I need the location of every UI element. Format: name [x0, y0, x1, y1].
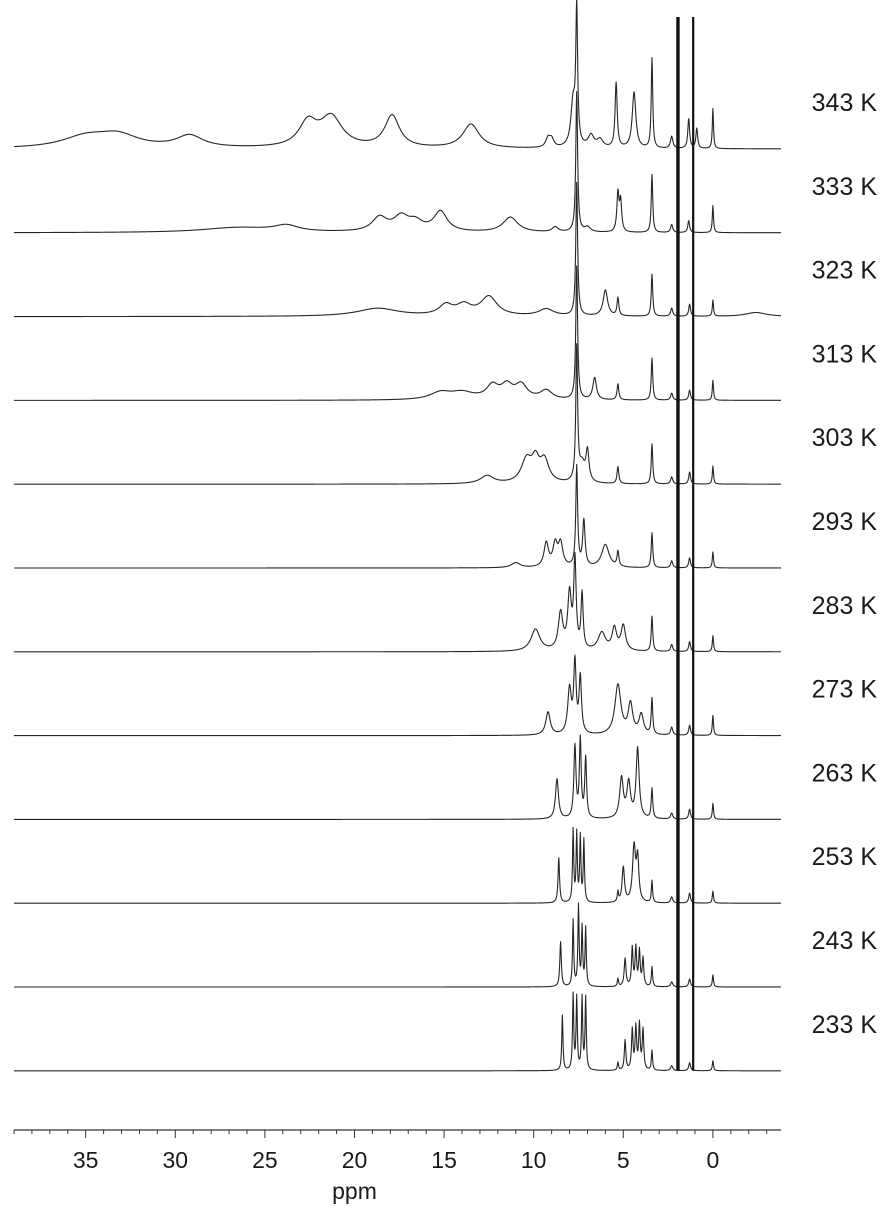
temperature-label: 253 K	[812, 843, 878, 871]
temperature-label: 243 K	[812, 927, 878, 955]
temperature-label: 283 K	[812, 592, 878, 620]
spectrum-trace-333k	[13, 91, 782, 234]
x-axis-tick-label: 25	[252, 1147, 278, 1173]
spectrum-trace-233k	[13, 991, 782, 1072]
x-axis-tick-label: 5	[617, 1147, 630, 1173]
temperature-labels: 343 K 333 K 323 K 313 K 303 K 293 K 283 K 273 K…	[812, 89, 878, 1039]
spectrum-trace-243k	[13, 902, 782, 988]
x-axis-tick-label: 30	[162, 1147, 188, 1173]
spectrum-trace-303k	[13, 343, 782, 485]
x-axis-tick-labels: 35 30 25 20 15 10 5 0	[73, 1147, 719, 1173]
solvent-peak-lines	[676, 17, 695, 1071]
temperature-label: 343 K	[812, 89, 878, 117]
spectrum-trace-283k	[13, 551, 782, 653]
temperature-label: 263 K	[812, 759, 878, 787]
spectrum-trace-293k	[13, 463, 782, 569]
spectrum-trace-253k	[13, 826, 782, 904]
temperature-label: 313 K	[812, 340, 878, 368]
spectrum-trace-313k	[13, 265, 782, 401]
x-axis-ticks	[13, 1130, 768, 1138]
x-axis-tick-label: 0	[707, 1147, 720, 1173]
x-axis-tick-label: 35	[73, 1147, 99, 1173]
spectrum-trace-343k	[13, 0, 782, 150]
spectrum-trace-323k	[13, 181, 782, 318]
temperature-label: 233 K	[812, 1011, 878, 1039]
temperature-label: 273 K	[812, 676, 878, 704]
x-axis-tick-label: 20	[342, 1147, 368, 1173]
temperature-label: 333 K	[812, 173, 878, 201]
temperature-label: 293 K	[812, 508, 878, 536]
spectrum-traces	[13, 0, 782, 1072]
spectrum-trace-273k	[13, 654, 782, 737]
temperature-label: 323 K	[812, 257, 878, 285]
temperature-label: 303 K	[812, 424, 878, 452]
x-axis-tick-label: 15	[431, 1147, 457, 1173]
x-axis-tick-label: 10	[521, 1147, 547, 1173]
x-axis-label: ppm	[332, 1178, 377, 1204]
x-axis: 35 30 25 20 15 10 5 0 ppm	[13, 1129, 781, 1204]
spectrum-trace-263k	[13, 734, 782, 820]
